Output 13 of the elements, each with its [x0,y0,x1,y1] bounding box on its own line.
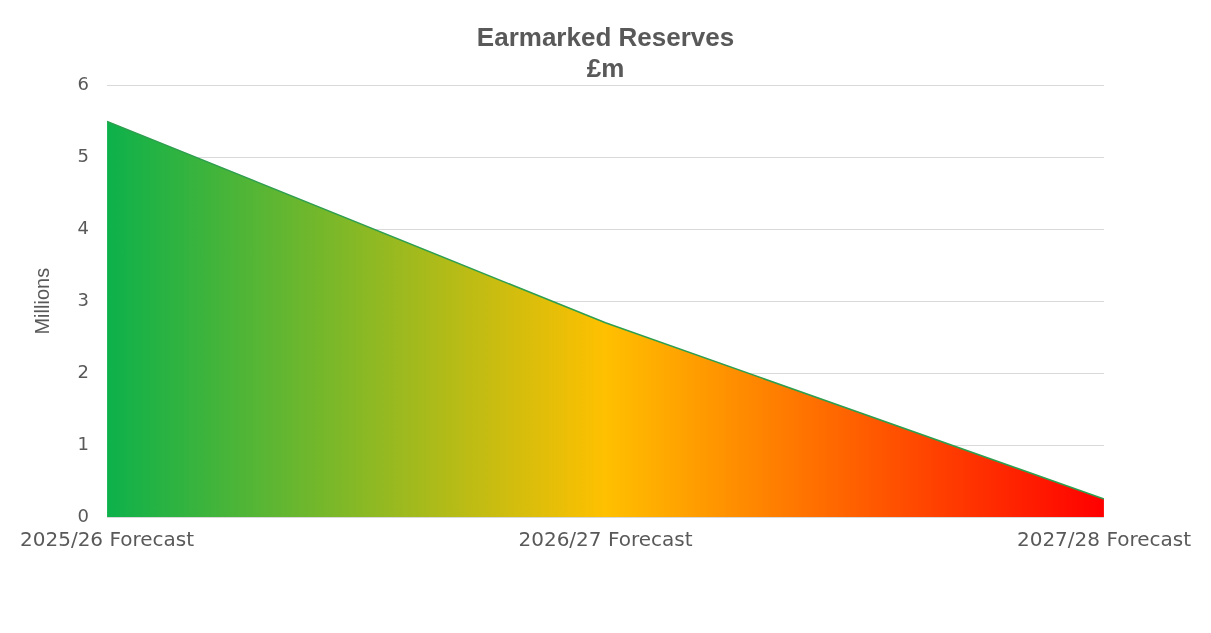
chart-subtitle: £m [586,52,625,83]
y-tick-label: 0 [77,504,90,526]
y-tick-label: 5 [77,145,90,167]
chart-title: Earmarked Reserves [476,21,735,52]
y-tick-label: 4 [77,216,90,238]
y-tick-label: 6 [77,73,90,95]
y-tick-label: 2 [77,360,90,382]
y-axis-title: Millions [31,267,54,335]
y-tick-label: 1 [77,432,90,454]
y-tick-label: 3 [77,288,90,310]
x-tick-label: 2026/27 Forecast [518,527,693,552]
x-tick-label: 2025/26 Forecast [20,527,195,552]
x-tick-label: 2027/28 Forecast [1016,527,1192,552]
